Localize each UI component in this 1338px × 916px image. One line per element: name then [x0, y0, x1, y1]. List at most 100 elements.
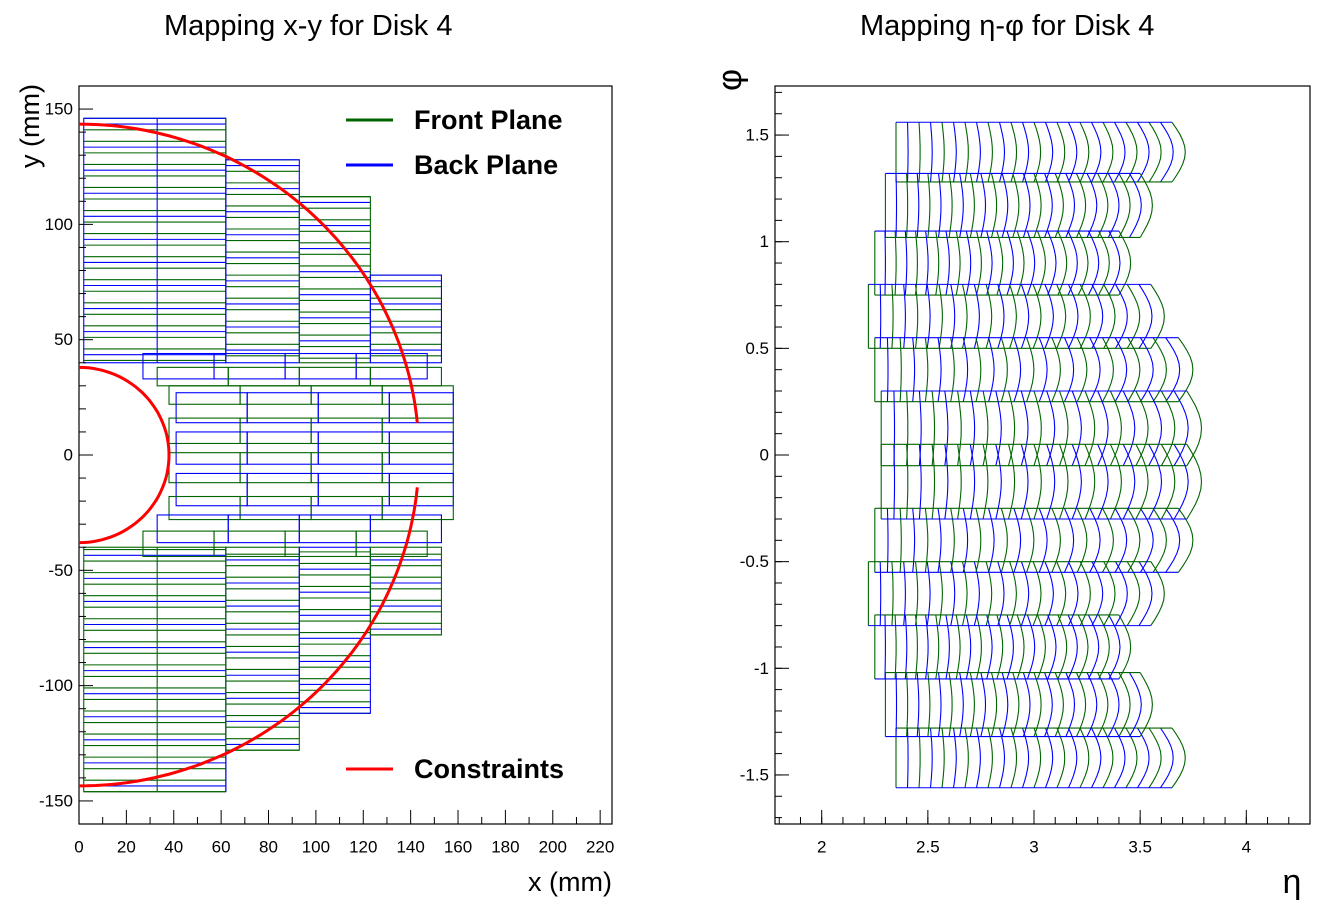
back-arc [975, 122, 981, 183]
back-arc [926, 561, 931, 626]
front-arc [1036, 614, 1046, 680]
back-arc [1001, 672, 1009, 737]
front-arc [1127, 508, 1141, 573]
front-arc [918, 122, 921, 183]
back-arc [1160, 121, 1174, 183]
back-arc [1137, 122, 1150, 183]
x-tick-label: 180 [491, 838, 519, 857]
back-arc [962, 337, 969, 402]
front-arc [1033, 122, 1042, 183]
x-tick-label: 100 [302, 838, 330, 857]
back-arc [1067, 561, 1079, 626]
back-arc [997, 561, 1005, 626]
front-arc [948, 672, 953, 737]
back-arc [986, 614, 993, 680]
front-arc [918, 727, 921, 788]
phi-tick-label: -1.5 [740, 765, 769, 784]
front-arc [990, 672, 998, 737]
eta-tick-label: 2 [817, 838, 826, 857]
front-arc [982, 444, 989, 520]
back-arc [937, 508, 942, 573]
front-arc [1152, 508, 1167, 573]
back-arc [1160, 727, 1174, 789]
back-arc [1107, 672, 1120, 737]
front-arc [1118, 614, 1132, 680]
phi-tick-label: 0 [760, 446, 769, 465]
back-arc [1107, 173, 1120, 238]
back-arc [973, 284, 980, 349]
phi-tick-label: 1 [760, 232, 769, 251]
back-arc [1067, 230, 1078, 296]
legend-label: Front Plane [414, 105, 563, 135]
back-arc [998, 122, 1006, 183]
back-arc [893, 444, 896, 520]
front-arc [975, 508, 982, 573]
front-arc [1160, 444, 1176, 520]
y-tick-label: 0 [64, 446, 73, 465]
back-arc [1020, 390, 1029, 466]
back-arc [1165, 507, 1181, 573]
front-arc [1118, 672, 1131, 737]
front-arc [1010, 122, 1018, 183]
back-arc [995, 444, 1002, 520]
back-arc [1108, 614, 1121, 680]
back-arc [1097, 390, 1109, 466]
x-tick-label: 0 [74, 838, 83, 857]
back-arc [1087, 614, 1100, 680]
front-arc [1054, 672, 1064, 737]
front-arc [1177, 507, 1194, 573]
phi-tick-label: 0.5 [745, 339, 769, 358]
back-arc [988, 337, 995, 402]
front-arc [1148, 122, 1162, 183]
front-arc [891, 284, 894, 349]
back-arc [1013, 508, 1022, 573]
back-arc [906, 727, 909, 788]
back-arc [1046, 390, 1056, 466]
back-arc [1001, 173, 1009, 238]
back-arc [959, 173, 964, 238]
x-axis-label: x (mm) [528, 867, 612, 897]
front-arc [1152, 337, 1167, 402]
front-arc [987, 122, 993, 183]
y-tick-label: -50 [48, 561, 73, 580]
back-arc [1044, 173, 1053, 238]
front-arc [1079, 122, 1090, 183]
front-arc [1135, 390, 1149, 466]
phi-tick-label: 1.5 [745, 126, 769, 145]
back-arc [1071, 444, 1082, 520]
phi-tick-label: -1 [754, 659, 769, 678]
back-arc [959, 672, 964, 737]
front-arc [1097, 672, 1109, 737]
back-arc [998, 727, 1006, 788]
back-arc [980, 173, 987, 238]
back-arc [1047, 230, 1057, 296]
front-arc [969, 173, 975, 238]
front-arc [931, 444, 936, 520]
xy-axes: 0 20 40 60 80 100 120 140 160 180 200 220 150 100 50 0 -… [15, 84, 614, 897]
back-arc [1114, 337, 1128, 402]
back-arc [975, 727, 981, 788]
back-arc [1065, 672, 1076, 737]
x-tick-label: 160 [444, 838, 472, 857]
front-arc [1057, 614, 1068, 680]
eta-tick-label: 2.5 [916, 838, 940, 857]
back-arc [1022, 672, 1031, 737]
front-arc [969, 672, 975, 737]
eta-axis-label: η [1283, 863, 1302, 901]
back-arc [912, 508, 916, 573]
front-arc [1075, 173, 1087, 238]
front-arc [1102, 727, 1114, 788]
back-arc [937, 337, 942, 402]
etaphi-axes: 2 2.5 3 3.5 4 1.5 1 0.5 0 -0.5 -1 -1.5 η φ [711, 69, 1301, 901]
back-arc [1115, 561, 1128, 626]
back-arc [965, 230, 972, 296]
center-module [355, 530, 428, 558]
front-arc [1150, 284, 1165, 349]
front-arc [1007, 444, 1016, 520]
xy-sensor-strips [83, 117, 454, 793]
back-arc [1046, 444, 1056, 520]
front-arc [941, 727, 945, 788]
back-arc [879, 561, 882, 626]
front-arc [927, 672, 931, 737]
